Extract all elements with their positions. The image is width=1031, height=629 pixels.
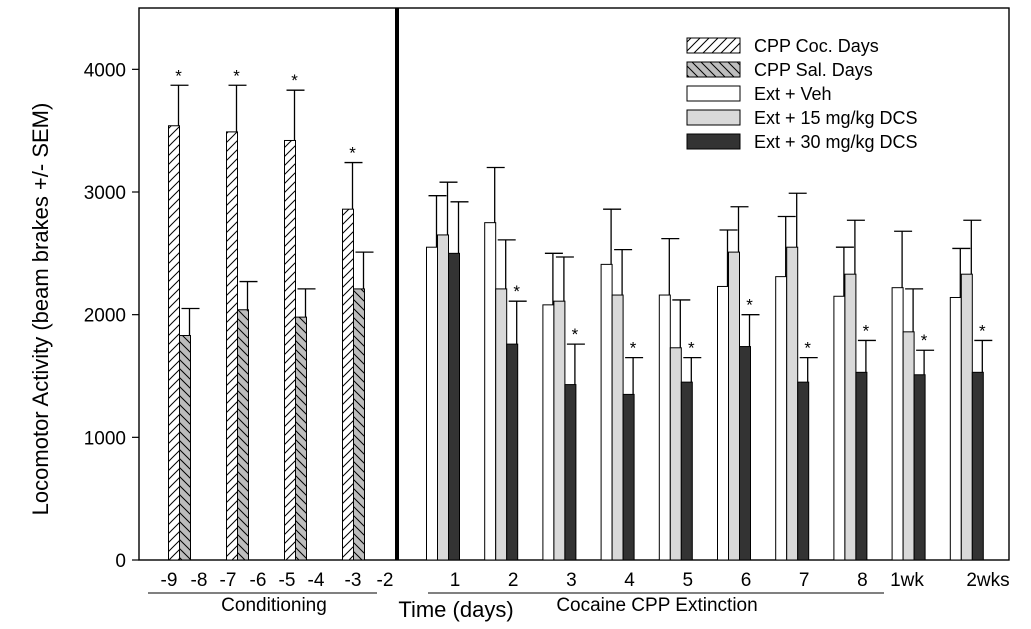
y-tick-label: 1000 bbox=[84, 428, 126, 449]
legend-label-coc: CPP Coc. Days bbox=[754, 36, 879, 56]
bar-veh bbox=[891, 287, 904, 561]
bar-dcs15 bbox=[553, 300, 566, 561]
x-tick-label: -8 bbox=[191, 570, 208, 591]
x-tick-label: -4 bbox=[308, 570, 325, 591]
bar-dcs15 bbox=[960, 273, 973, 561]
bar-cpp-saline bbox=[179, 335, 191, 561]
significance-marker: * bbox=[349, 144, 356, 163]
legend-swatch-sal bbox=[686, 61, 741, 78]
x-tick-label: -7 bbox=[220, 570, 237, 591]
x-tick-label: -3 bbox=[345, 570, 362, 591]
legend-swatch-dcs15 bbox=[686, 109, 741, 126]
legend-label-dcs15: Ext + 15 mg/kg DCS bbox=[754, 108, 918, 128]
x-tick-label: 5 bbox=[683, 570, 694, 591]
bar-dcs15 bbox=[728, 251, 740, 561]
bar-veh bbox=[833, 295, 846, 561]
y-axis-title: Locomotor Activity (beam brakes +/- SEM) bbox=[28, 103, 53, 516]
y-tick-label: 3000 bbox=[84, 183, 126, 204]
x-tick-label: -9 bbox=[161, 570, 178, 591]
legend-swatch-dcs30 bbox=[686, 133, 741, 150]
bar-veh bbox=[600, 263, 613, 561]
significance-marker: * bbox=[291, 71, 298, 90]
bar-dcs30 bbox=[564, 384, 577, 561]
bar-veh bbox=[484, 222, 497, 561]
bar-dcs15 bbox=[669, 347, 682, 561]
bar-dcs30 bbox=[622, 393, 635, 561]
y-tick-label: 2000 bbox=[84, 306, 126, 327]
group-label-extinction: Cocaine CPP Extinction bbox=[556, 595, 757, 616]
significance-marker: * bbox=[688, 339, 695, 358]
bar-veh bbox=[717, 285, 729, 561]
bar-veh bbox=[775, 276, 788, 561]
significance-marker: * bbox=[921, 331, 928, 350]
x-tick-label: 1 bbox=[450, 570, 461, 591]
significance-marker: * bbox=[804, 339, 811, 358]
bar-dcs15 bbox=[611, 294, 624, 561]
bar-veh bbox=[426, 246, 438, 561]
bar-dcs15 bbox=[495, 288, 508, 561]
bar-dcs30 bbox=[448, 252, 460, 561]
bar-dcs30 bbox=[971, 371, 984, 561]
legend-swatch-coc bbox=[686, 37, 741, 54]
x-tick-label: 3 bbox=[566, 570, 577, 591]
bar-dcs30 bbox=[739, 346, 751, 561]
significance-marker: * bbox=[175, 66, 182, 85]
bar-dcs30 bbox=[506, 343, 519, 561]
significance-marker: * bbox=[572, 325, 579, 344]
x-tick-label: 7 bbox=[799, 570, 810, 591]
significance-marker: * bbox=[233, 66, 240, 85]
bar-cpp-cocaine bbox=[168, 125, 180, 561]
group-label-conditioning: Conditioning bbox=[221, 595, 327, 616]
x-tick-label: 2 bbox=[508, 570, 519, 591]
bar-dcs30 bbox=[913, 374, 926, 561]
x-tick-label: -6 bbox=[250, 570, 267, 591]
bar-dcs30 bbox=[855, 371, 868, 561]
bar-veh bbox=[658, 294, 671, 561]
legend-label-veh: Ext + Veh bbox=[754, 84, 832, 104]
x-tick-label: 4 bbox=[624, 570, 635, 591]
legend-label-dcs30: Ext + 30 mg/kg DCS bbox=[754, 132, 918, 152]
bar-cpp-cocaine bbox=[284, 139, 296, 561]
legend-label-sal: CPP Sal. Days bbox=[754, 60, 873, 80]
x-tick-label: -2 bbox=[377, 570, 394, 591]
bar-cpp-cocaine bbox=[342, 208, 354, 561]
bar-cpp-saline bbox=[295, 316, 307, 561]
significance-marker: * bbox=[513, 282, 520, 301]
bar-cpp-saline bbox=[237, 309, 249, 561]
bar-cpp-saline bbox=[353, 288, 365, 561]
y-tick-label: 0 bbox=[115, 551, 126, 572]
y-axis: 0 1000 2000 3000 4000 bbox=[84, 60, 139, 572]
legend-swatch-veh bbox=[686, 85, 741, 102]
bar-dcs15 bbox=[786, 246, 799, 561]
x-tick-label: 2wks bbox=[966, 570, 1009, 591]
x-axis-title: Time (days) bbox=[398, 597, 513, 622]
x-tick-label: 6 bbox=[741, 570, 752, 591]
bar-veh bbox=[949, 296, 962, 561]
y-tick-label: 4000 bbox=[84, 60, 126, 81]
bar-dcs15 bbox=[437, 234, 449, 561]
bar-veh bbox=[542, 304, 555, 561]
significance-marker: * bbox=[746, 296, 753, 315]
x-tick-label: -5 bbox=[279, 570, 296, 591]
x-tick-label: 1wk bbox=[890, 570, 924, 591]
bar-dcs15 bbox=[844, 273, 857, 561]
bar-dcs30 bbox=[680, 381, 693, 561]
bar-dcs30 bbox=[797, 381, 810, 561]
significance-marker: * bbox=[863, 321, 870, 340]
significance-marker: * bbox=[630, 339, 637, 358]
significance-marker: * bbox=[979, 321, 986, 340]
x-tick-label: 8 bbox=[857, 570, 868, 591]
bar-dcs15 bbox=[902, 331, 915, 561]
legend: CPP Coc. Days CPP Sal. Days Ext + Veh Ext +… bbox=[686, 36, 918, 152]
x-axis: -9 -8 -7 -6 -5 -4 -3 -2 1 2 3 4 5 6 7 8 1wk 2wks bbox=[148, 570, 1010, 594]
bars: * * * * * * * * * * * * * bbox=[168, 66, 993, 561]
bar-cpp-cocaine bbox=[226, 131, 238, 561]
